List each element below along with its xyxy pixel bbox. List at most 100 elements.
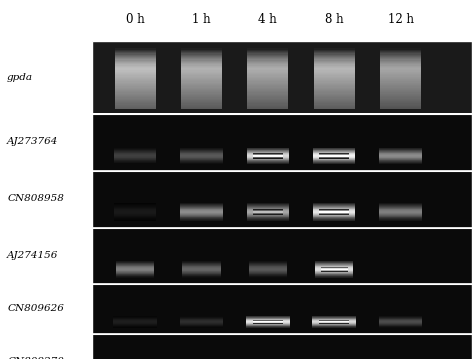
FancyBboxPatch shape (92, 228, 472, 283)
Bar (313, 211, 356, 212)
Bar (114, 204, 156, 205)
Bar (121, 80, 149, 81)
Bar (181, 86, 222, 88)
FancyBboxPatch shape (92, 41, 472, 113)
Bar (180, 208, 223, 209)
Bar (181, 101, 222, 102)
Bar (182, 268, 220, 269)
Bar (181, 108, 222, 109)
FancyBboxPatch shape (92, 171, 472, 227)
Bar (182, 267, 220, 268)
Bar (379, 159, 422, 160)
Bar (315, 264, 353, 265)
Bar (116, 265, 154, 266)
Bar (115, 79, 155, 80)
Bar (247, 75, 288, 76)
Bar (254, 89, 282, 90)
Bar (115, 51, 155, 52)
Bar (115, 50, 155, 51)
Bar (246, 206, 289, 207)
Bar (115, 86, 155, 87)
Bar (246, 212, 289, 213)
Bar (314, 66, 355, 67)
Bar (181, 97, 222, 98)
Bar (314, 74, 355, 75)
Bar (313, 155, 356, 156)
Bar (315, 272, 353, 273)
Bar (314, 85, 355, 86)
Bar (187, 87, 216, 88)
Bar (246, 208, 289, 209)
Bar (115, 66, 155, 67)
Bar (320, 88, 348, 89)
Bar (247, 98, 288, 99)
Bar (249, 271, 287, 272)
Bar (247, 85, 288, 86)
Bar (115, 69, 155, 70)
Bar (181, 69, 222, 70)
Bar (182, 271, 220, 272)
Bar (121, 88, 149, 89)
Bar (313, 206, 356, 207)
Bar (379, 157, 422, 158)
Bar (115, 92, 155, 93)
Bar (115, 48, 155, 50)
Bar (315, 277, 353, 278)
Bar (254, 82, 282, 83)
Bar (246, 152, 289, 153)
Bar (115, 95, 155, 96)
Bar (115, 56, 155, 57)
Bar (115, 60, 155, 61)
Bar (114, 207, 156, 208)
Bar (386, 86, 415, 87)
Bar (115, 73, 155, 74)
Bar (121, 84, 149, 85)
Bar (182, 274, 220, 275)
Bar (181, 74, 222, 75)
Bar (380, 89, 421, 90)
Bar (320, 80, 348, 81)
Bar (180, 163, 223, 164)
Bar (114, 157, 156, 158)
Bar (379, 206, 422, 207)
Bar (181, 66, 222, 67)
Bar (313, 215, 356, 216)
Bar (379, 204, 422, 205)
Bar (315, 265, 353, 266)
Bar (247, 76, 288, 78)
Bar (313, 213, 356, 214)
Bar (379, 207, 422, 208)
Bar (314, 104, 355, 105)
Bar (116, 275, 154, 276)
Bar (247, 97, 288, 98)
Bar (380, 74, 421, 75)
Bar (246, 209, 289, 210)
Bar (116, 264, 154, 265)
Bar (380, 92, 421, 94)
Bar (380, 60, 421, 61)
Bar (314, 50, 355, 51)
Bar (314, 104, 355, 106)
Bar (181, 84, 222, 85)
Bar (114, 160, 156, 161)
Bar (246, 214, 289, 215)
Bar (115, 99, 155, 100)
Bar (182, 277, 220, 278)
Bar (379, 158, 422, 159)
Bar (314, 53, 355, 55)
Bar (380, 51, 421, 52)
Bar (314, 52, 355, 53)
Bar (115, 85, 155, 86)
Bar (116, 272, 154, 273)
Bar (115, 102, 155, 103)
Bar (249, 268, 287, 269)
Bar (92, 41, 472, 359)
Bar (181, 92, 222, 93)
Bar (315, 262, 353, 263)
Bar (180, 204, 223, 205)
Bar (180, 213, 223, 214)
Bar (115, 53, 155, 55)
Bar (116, 276, 154, 277)
Bar (247, 86, 288, 88)
Bar (254, 91, 282, 92)
